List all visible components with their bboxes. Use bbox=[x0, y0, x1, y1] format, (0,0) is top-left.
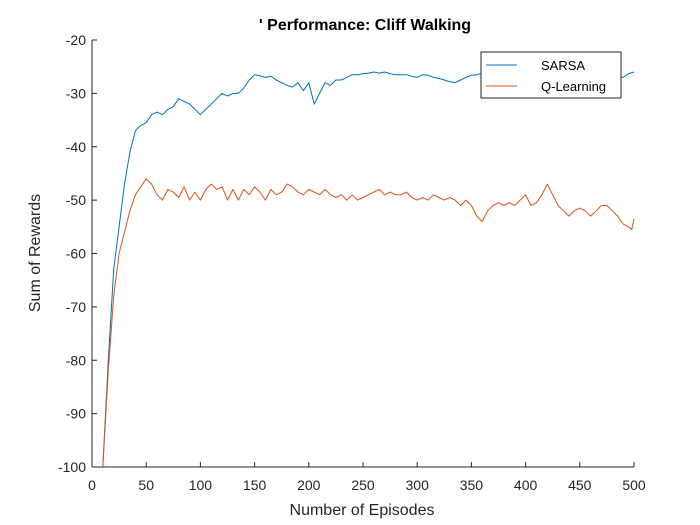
legend: SARSA Q-Learning bbox=[480, 51, 622, 99]
series-line-q-learning bbox=[102, 178, 635, 468]
x-axis-label: Number of Episodes bbox=[290, 502, 435, 519]
x-axis-ticks: 0 50 100 150 200 250 300 350 400 450 500 bbox=[88, 462, 646, 493]
series-line-sarsa bbox=[102, 71, 635, 468]
x-tick-label: 200 bbox=[297, 477, 321, 493]
x-tick-label: 400 bbox=[514, 477, 538, 493]
y-tick-label: -70 bbox=[66, 299, 86, 315]
x-tick-label: 350 bbox=[460, 477, 484, 493]
x-tick-label: 250 bbox=[351, 477, 375, 493]
y-tick-label: -20 bbox=[66, 32, 86, 48]
y-tick-label: -80 bbox=[66, 352, 86, 368]
legend-label: SARSA bbox=[541, 58, 585, 73]
y-tick-label: -60 bbox=[66, 246, 86, 262]
x-tick-label: 100 bbox=[189, 477, 213, 493]
x-tick-label: 300 bbox=[406, 477, 430, 493]
series-layer bbox=[102, 71, 635, 468]
x-tick-label: 450 bbox=[568, 477, 592, 493]
y-tick-label: -100 bbox=[58, 459, 86, 475]
y-axis-ticks: -100 -90 -80 -70 -60 -50 -40 -30 -20 bbox=[58, 32, 97, 475]
chart-title: ' Performance: Cliff Walking bbox=[259, 17, 471, 34]
y-tick-label: -50 bbox=[66, 192, 86, 208]
x-tick-label: 500 bbox=[622, 477, 646, 493]
legend-label: Q-Learning bbox=[541, 79, 606, 94]
x-tick-label: 0 bbox=[88, 477, 96, 493]
y-tick-label: -30 bbox=[66, 85, 86, 101]
y-tick-label: -90 bbox=[66, 406, 86, 422]
axes-frame bbox=[91, 40, 634, 468]
x-tick-label: 150 bbox=[243, 477, 267, 493]
y-tick-label: -40 bbox=[66, 139, 86, 155]
x-tick-label: 50 bbox=[138, 477, 154, 493]
y-axis-label: Sum of Rewards bbox=[27, 194, 44, 312]
legend-box bbox=[480, 51, 622, 99]
